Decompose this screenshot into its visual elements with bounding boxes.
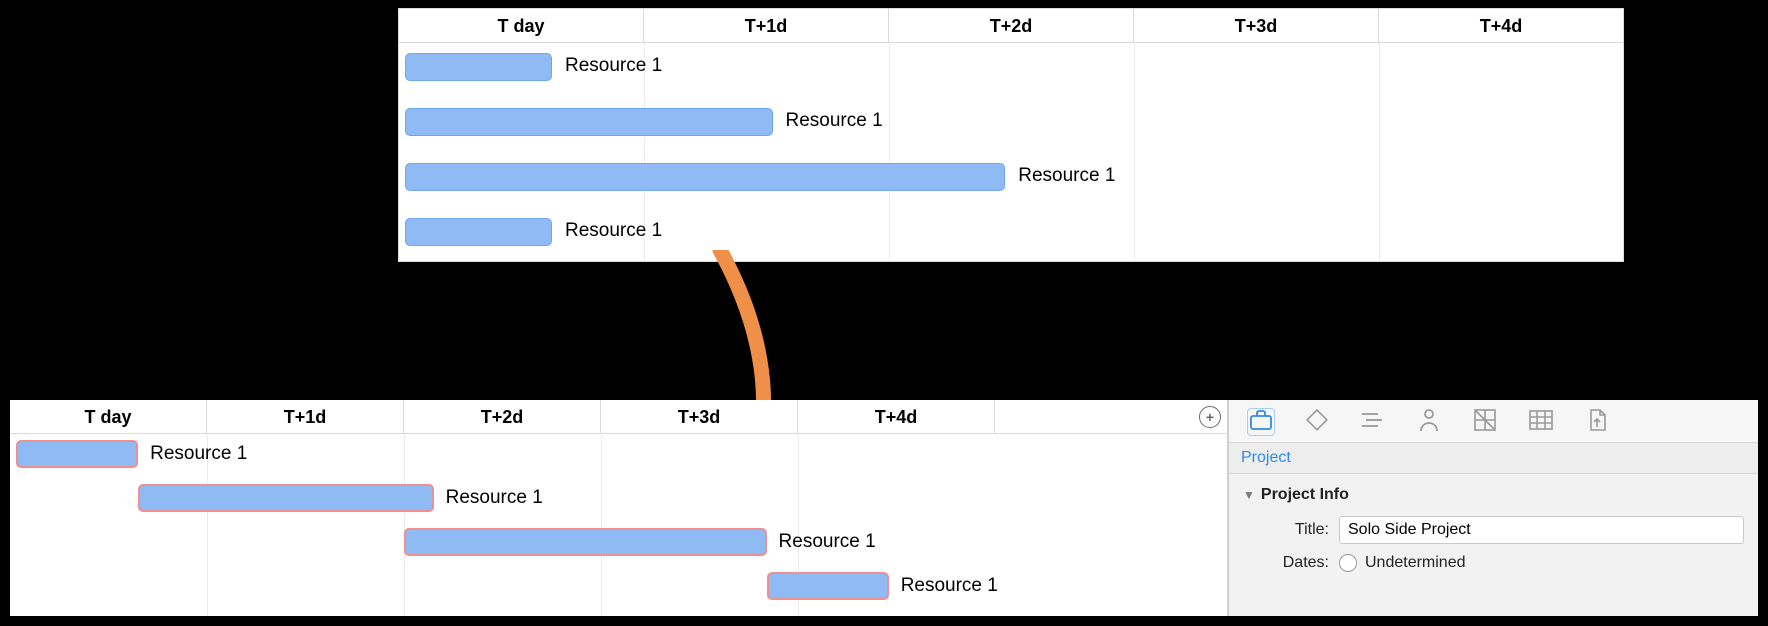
title-field[interactable] <box>1339 516 1744 544</box>
zoom-in-button[interactable]: + <box>1199 406 1221 428</box>
inspector-body: ▼ Project Info Title: Dates: Undetermine… <box>1229 474 1758 594</box>
task-bar[interactable]: Resource 1 <box>138 484 434 512</box>
tab-milestone[interactable] <box>1303 408 1331 436</box>
task-row: Resource 1 <box>399 43 1623 98</box>
task-row: Resource 1 <box>10 566 1227 610</box>
task-bar[interactable]: Resource 1 <box>404 528 766 556</box>
task-bar-label: Resource 1 <box>565 220 662 242</box>
task-bar-label: Resource 1 <box>150 443 247 465</box>
grid-diag-icon <box>1474 409 1496 436</box>
section-title-label: Project Info <box>1261 486 1349 504</box>
briefcase-icon <box>1249 409 1273 436</box>
inspector-tabs <box>1229 400 1758 443</box>
bottom-panel: T dayT+1dT+2dT+3dT+4d Resource 1Resource… <box>10 400 1758 616</box>
radio-undetermined[interactable] <box>1339 554 1357 572</box>
form-row-dates: Dates: Undetermined <box>1243 554 1744 572</box>
task-row: Resource 1 <box>399 208 1623 263</box>
gantt-column-header: T+2d <box>889 9 1134 42</box>
task-bar[interactable]: Resource 1 <box>16 440 138 468</box>
task-row: Resource 1 <box>399 98 1623 153</box>
task-row: Resource 1 <box>10 434 1227 478</box>
gantt-column-header: T+1d <box>644 9 889 42</box>
gantt-body: Resource 1 Resource 1 Resource 1 Resource 1 <box>399 43 1623 261</box>
gantt-column-header: T day <box>399 9 644 42</box>
diamond-icon <box>1306 409 1328 436</box>
title-label: Title: <box>1243 521 1339 539</box>
task-bar[interactable]: Resource 1 <box>767 572 889 600</box>
tab-project[interactable] <box>1247 408 1275 436</box>
gantt-column-header: T+1d <box>207 400 404 433</box>
task-row: Resource 1 <box>399 153 1623 208</box>
gantt-column-header: T+2d <box>404 400 601 433</box>
export-icon <box>1587 408 1607 437</box>
person-icon <box>1419 408 1439 437</box>
tab-styles[interactable] <box>1471 408 1499 436</box>
tab-tasks[interactable] <box>1359 408 1387 436</box>
task-row: Resource 1 <box>10 522 1227 566</box>
section-title-project-info[interactable]: ▼ Project Info <box>1243 486 1744 504</box>
task-bar-label: Resource 1 <box>446 487 543 509</box>
plus-icon: + <box>1206 409 1214 425</box>
task-bar-label: Resource 1 <box>779 531 876 553</box>
task-bar-label: Resource 1 <box>1018 165 1115 187</box>
task-bar[interactable]: Resource 1 <box>405 108 773 136</box>
stack-icon <box>1360 410 1386 435</box>
disclosure-triangle-icon: ▼ <box>1243 488 1255 502</box>
gantt-column-header: T+3d <box>601 400 798 433</box>
radio-undetermined-label: Undetermined <box>1365 554 1466 572</box>
gantt-column-header: T+3d <box>1134 9 1379 42</box>
task-bar-label: Resource 1 <box>786 110 883 132</box>
task-bar[interactable]: Resource 1 <box>405 53 552 81</box>
gantt-header: T dayT+1dT+2dT+3dT+4d <box>399 9 1623 43</box>
gantt-header: T dayT+1dT+2dT+3dT+4d <box>10 400 1227 434</box>
gantt-column-header: T+4d <box>1379 9 1624 42</box>
task-bar-label: Resource 1 <box>901 575 998 597</box>
task-bar-label: Resource 1 <box>565 55 662 77</box>
task-bar[interactable]: Resource 1 <box>405 218 552 246</box>
gantt-column-header: T+4d <box>798 400 995 433</box>
gantt-column-header: T day <box>10 400 207 433</box>
tab-resource[interactable] <box>1415 408 1443 436</box>
gantt-body: Resource 1Resource 1Resource 1Resource 1 <box>10 434 1227 616</box>
task-bar[interactable]: Resource 1 <box>405 163 1005 191</box>
gantt-chart-top: T dayT+1dT+2dT+3dT+4d Resource 1Resource… <box>398 8 1624 262</box>
table-icon <box>1529 410 1553 435</box>
gantt-chart-bottom: T dayT+1dT+2dT+3dT+4d Resource 1Resource… <box>10 400 1228 616</box>
tab-columns[interactable] <box>1527 408 1555 436</box>
dates-label: Dates: <box>1243 554 1339 572</box>
form-row-title: Title: <box>1243 516 1744 544</box>
task-row: Resource 1 <box>10 478 1227 522</box>
inspector-panel: Project ▼ Project Info Title: Dates: Und… <box>1228 400 1758 616</box>
inspector-subhead: Project <box>1229 443 1758 474</box>
tab-export[interactable] <box>1583 408 1611 436</box>
